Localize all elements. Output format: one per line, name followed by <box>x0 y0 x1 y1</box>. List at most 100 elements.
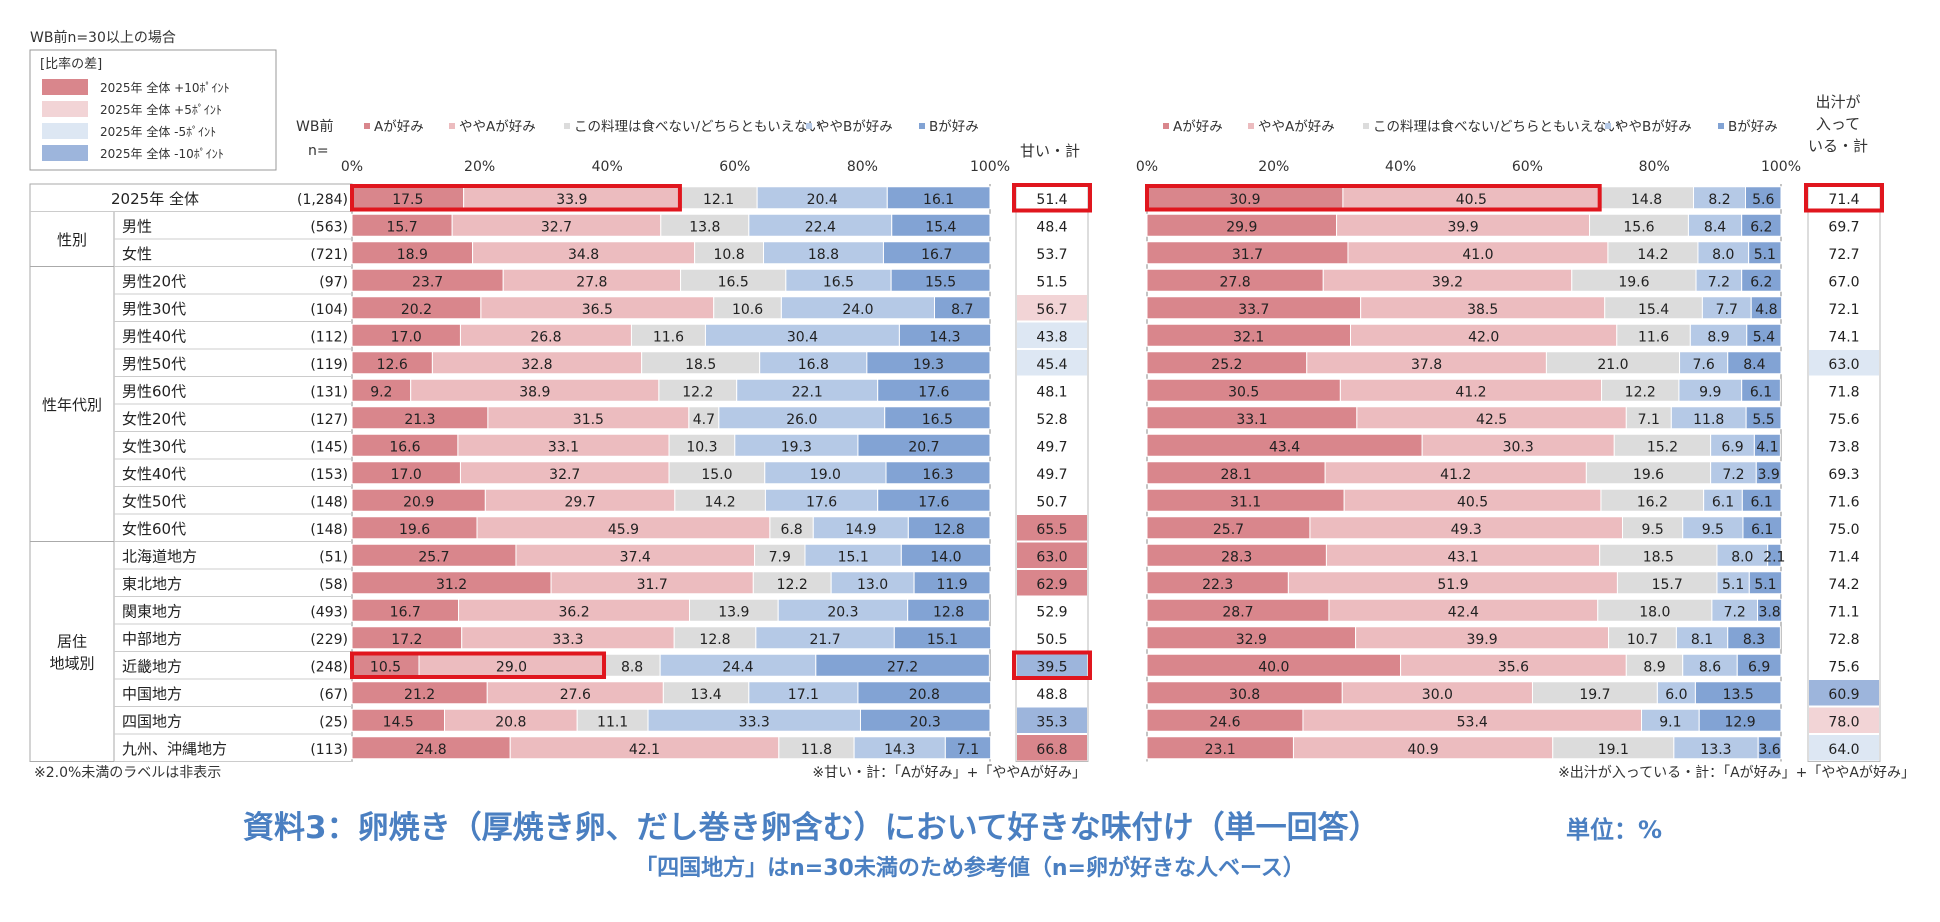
highlight-box <box>350 651 607 679</box>
dashi-total-value: 72.7 <box>1828 247 1859 263</box>
row-n: (119) <box>310 357 348 373</box>
chart1-bar-label: 19.6 <box>399 522 430 538</box>
chart2-bar-label: 39.9 <box>1466 632 1497 648</box>
dashi-total-cell <box>1809 405 1879 431</box>
chart1-bar-label: 32.7 <box>549 467 580 483</box>
chart2-bar-label: 9.9 <box>1699 384 1721 400</box>
chart1-bar-segment <box>913 571 991 595</box>
chart2-bar-label: 49.3 <box>1451 522 1482 538</box>
chart1-bar-label: 36.2 <box>558 604 589 620</box>
chart1-bar-label: 7.1 <box>957 742 979 758</box>
dashi-total-value: 72.1 <box>1828 302 1859 318</box>
row: 北海道地方 (51) 25.7 37.4 7.9 15.1 14.0 28.3 43.1 18.5… <box>114 542 1879 570</box>
chart1-bar-label: 17.1 <box>788 687 819 703</box>
row-label: 男性40代 <box>122 327 186 345</box>
chart2-bar-segment <box>1748 571 1783 595</box>
chart1-bar-segment <box>893 626 992 650</box>
chart2-bar-label: 30.8 <box>1229 687 1260 703</box>
highlight-box <box>1804 183 1884 213</box>
sweet-total-cell <box>1017 460 1087 486</box>
chart2-bar-label: 19.1 <box>1598 742 1629 758</box>
chart1-bar-label: 13.9 <box>718 604 749 620</box>
row: 九州、沖縄地方 (113) 24.8 42.1 11.8 14.3 7.1 23.1 40.9 1… <box>114 735 1879 762</box>
chart1-bar-label: 17.6 <box>806 494 837 510</box>
chart2-bar-segment <box>1767 543 1782 567</box>
chart2-bar-segment <box>1745 406 1782 430</box>
chart1-bar-label: 27.8 <box>576 274 607 290</box>
row-label: 女性50代 <box>122 492 186 510</box>
chart1-bar-label: 10.6 <box>732 302 763 318</box>
diff-legend-label: 2025年 全体 +5ﾎﾟｲﾝﾄ <box>100 102 222 117</box>
dashi-total-cell <box>1809 597 1879 623</box>
chart2-bar-label: 22.3 <box>1202 577 1233 593</box>
sweet-total-value: 48.1 <box>1036 384 1067 400</box>
chart2-bar-label: 9.5 <box>1702 522 1724 538</box>
chart1-bar-label: 26.8 <box>530 329 561 345</box>
sweet-total-value: 66.8 <box>1036 742 1067 758</box>
row-n: (97) <box>319 274 348 290</box>
chart1-bar-label: 16.5 <box>823 274 854 290</box>
chart1-bar-label: 19.3 <box>781 439 812 455</box>
row: 男性20代 (97) 23.7 27.8 16.5 16.5 15.5 27.8 39.2 19.… <box>114 267 1879 295</box>
dashi-total-value: 78.0 <box>1828 714 1859 730</box>
chart2-bar-segment <box>1755 461 1782 485</box>
chart2-bar-label: 6.0 <box>1665 687 1687 703</box>
chart1-bar-label: 31.5 <box>573 412 604 428</box>
chart1-bar-segment <box>907 598 990 622</box>
chart2-bar-label: 11.8 <box>1693 412 1724 428</box>
sweet-total-value: 49.7 <box>1036 439 1067 455</box>
series-legend-label: この料理は食べない/どちらともいえない <box>1373 118 1620 135</box>
series-legend-label: Aが好み <box>1173 119 1223 135</box>
series-legend-marker <box>1718 123 1724 129</box>
chart2-bar-label: 7.6 <box>1693 357 1715 373</box>
row: 中部地方 (229) 17.2 33.3 12.8 21.7 15.1 32.9 39.9 10.… <box>114 625 1879 652</box>
dashi-total-cell <box>1809 185 1879 211</box>
diff-legend-swatch <box>42 145 88 161</box>
chart2-bar-label: 13.5 <box>1723 687 1754 703</box>
chart1-bar-label: 12.8 <box>699 632 730 648</box>
row: 男性50代 (119) 12.6 32.8 18.5 16.8 19.3 25.2 37.8 21… <box>114 350 1879 377</box>
diff-legend-swatch <box>42 79 88 95</box>
chart1-bar-label: 36.5 <box>582 302 613 318</box>
chart-subtitle: 「四国地方」はn=30未満のため参考値（n=卵が好きな人ベース） <box>635 855 1305 881</box>
chart2-bar-label: 5.1 <box>1754 247 1776 263</box>
chart1-bar-label: 19.0 <box>810 467 841 483</box>
row-n: (148) <box>310 494 348 510</box>
chart2-bar-label: 53.4 <box>1457 714 1488 730</box>
axis-tick-label: 100% <box>970 159 1010 175</box>
diff-legend-swatch <box>42 123 88 139</box>
chart1-bar-label: 42.1 <box>629 742 660 758</box>
chart2-bar-label: 32.1 <box>1233 329 1264 345</box>
chart1-bar-label: 15.1 <box>838 549 869 565</box>
diff-legend-swatch <box>42 101 88 117</box>
dashi-total-value: 74.2 <box>1828 577 1859 593</box>
chart1-bar-label: 7.9 <box>769 549 791 565</box>
sweet-total-cell <box>1017 487 1087 513</box>
series-legend-label: ややAが好み <box>459 119 536 135</box>
chart1-bar-label: 27.2 <box>887 659 918 675</box>
chart2-bar-label: 15.2 <box>1647 439 1678 455</box>
chart1-bar-label: 16.8 <box>798 357 829 373</box>
dashi-total-cell <box>1809 295 1879 321</box>
chart1-bar-label: 20.2 <box>401 302 432 318</box>
dashi-total-value: 72.8 <box>1828 632 1859 648</box>
row-n: (153) <box>310 467 348 483</box>
chart1-bar-segment <box>857 681 992 705</box>
chart1-bar-segment <box>886 186 991 210</box>
chart1-bar-label: 25.7 <box>418 549 449 565</box>
dashi-header-line2: 入って <box>1816 115 1860 133</box>
sweet-total-cell <box>1017 322 1087 348</box>
chart1-bar-label: 13.4 <box>691 687 722 703</box>
chart2-bar-label: 8.9 <box>1707 329 1729 345</box>
sweet-total-value: 63.0 <box>1036 549 1067 565</box>
chart1-bar-segment <box>815 653 990 677</box>
sweet-total-value: 56.7 <box>1036 302 1067 318</box>
chart1-bar-label: 4.7 <box>693 412 715 428</box>
chart2-bar-label: 28.1 <box>1220 467 1251 483</box>
chart2-bar-label: 12.9 <box>1725 714 1756 730</box>
chart1-bar-segment <box>944 736 992 760</box>
chart1-bar-label: 8.8 <box>621 659 643 675</box>
chart1-bar-segment <box>885 461 991 485</box>
row-label: 男性20代 <box>122 272 186 290</box>
chart2-bar-segment <box>1694 681 1782 705</box>
